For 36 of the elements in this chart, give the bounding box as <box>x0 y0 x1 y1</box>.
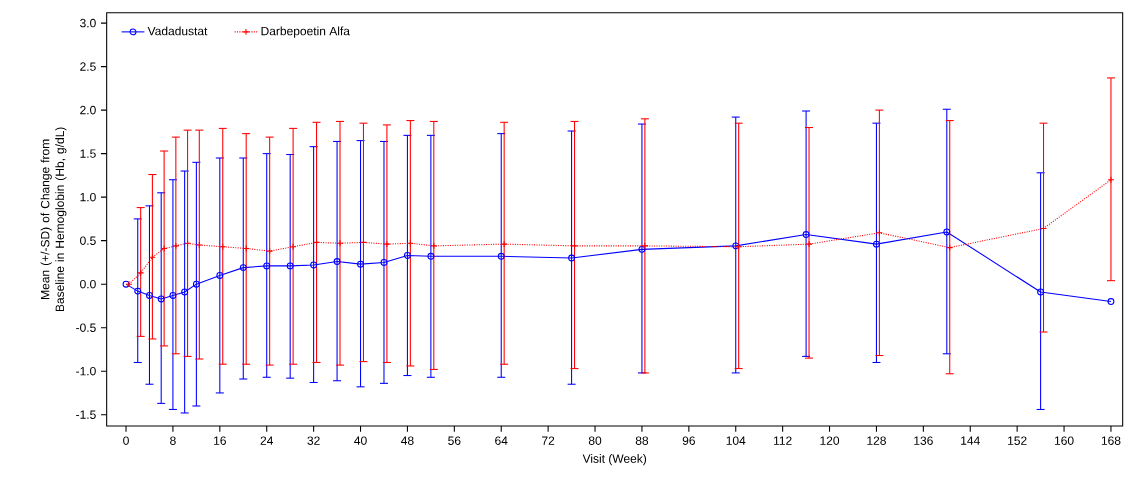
x-tick-label: 56 <box>448 436 461 445</box>
y-tick-label: 3.0 <box>80 18 96 28</box>
x-tick-label: 96 <box>682 436 695 445</box>
x-tick-label: 72 <box>542 436 555 445</box>
x-tick-label: 32 <box>307 436 320 445</box>
y-tick-label: 1.5 <box>80 149 96 158</box>
y-tick-label: 0.5 <box>80 236 96 245</box>
legend-label: Vadadustat <box>147 26 208 36</box>
x-tick-label: 8 <box>170 436 176 445</box>
x-tick-label: 144 <box>961 436 980 445</box>
x-tick-label: 152 <box>1008 436 1027 445</box>
x-axis-title: Visit (Week) <box>582 454 647 466</box>
x-tick-label: 168 <box>1101 436 1121 445</box>
y-tick-label: 1.0 <box>80 192 96 202</box>
y-tick-label: 0.0 <box>80 279 96 289</box>
y-tick-label: 2.5 <box>80 62 96 71</box>
y-tick-label: -1.0 <box>76 366 96 376</box>
x-tick-label: 0 <box>123 436 129 445</box>
x-tick-label: 64 <box>495 436 508 445</box>
x-tick-label: 24 <box>260 436 274 445</box>
x-tick-label: 40 <box>354 436 367 445</box>
x-tick-label: 120 <box>820 436 840 445</box>
x-tick-label: 128 <box>867 436 886 445</box>
x-tick-label: 48 <box>401 436 414 445</box>
x-tick-label: 112 <box>774 436 792 445</box>
y-tick-label: -1.5 <box>76 410 96 419</box>
legend-label: Darbepoetin Alfa <box>261 26 350 38</box>
x-tick-label: 104 <box>726 436 746 445</box>
x-tick-label: 160 <box>1054 436 1074 445</box>
y-tick-label: -0.5 <box>76 323 96 332</box>
y-axis-title: Mean (+/-SD) of Change from Baseline in Hemoglobin (Hb, g/dL) <box>40 127 67 312</box>
x-tick-label: 16 <box>214 436 226 445</box>
x-tick-label: 136 <box>914 436 933 445</box>
y-tick-label: 2.0 <box>80 105 96 115</box>
x-tick-label: 88 <box>635 436 649 445</box>
x-tick-label: 80 <box>588 436 602 445</box>
